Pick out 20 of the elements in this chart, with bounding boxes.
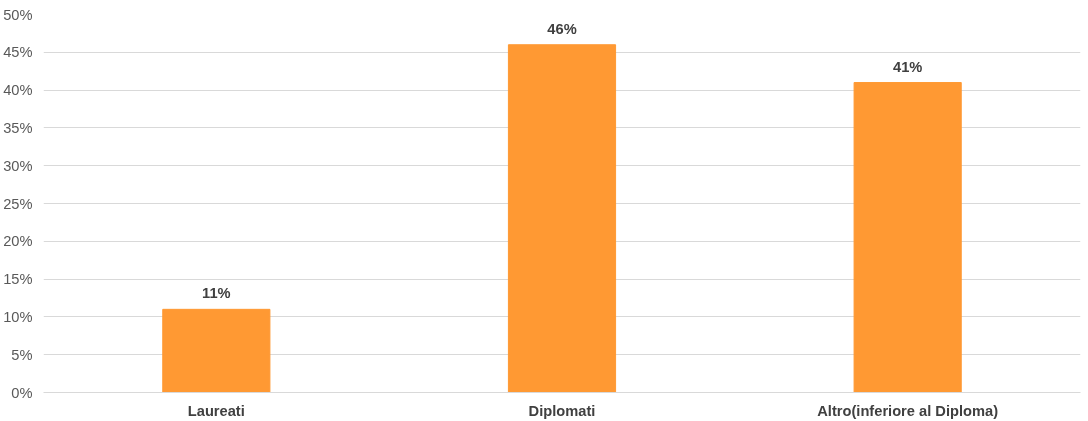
y-tick-label: 10% xyxy=(3,308,33,325)
y-tick-label: 45% xyxy=(3,44,33,61)
bar xyxy=(162,308,271,393)
bar xyxy=(507,44,617,393)
data-label: 11% xyxy=(202,285,231,302)
y-tick-label: 30% xyxy=(3,157,33,174)
y-tick-label: 35% xyxy=(3,119,33,136)
y-tick-label: 50% xyxy=(3,6,33,23)
bar xyxy=(853,82,962,393)
y-tick-label: 5% xyxy=(11,346,33,363)
data-label: 41% xyxy=(893,58,923,75)
x-tick-label: Altro(inferiore al Diploma) xyxy=(817,402,999,419)
y-tick-label: 20% xyxy=(3,233,33,250)
x-tick-label: Laureati xyxy=(187,402,245,419)
y-tick-label: 0% xyxy=(11,384,33,401)
y-tick-label: 15% xyxy=(3,271,33,288)
y-tick-label: 25% xyxy=(3,195,33,212)
y-tick-label: 40% xyxy=(3,82,33,99)
x-tick-label: Diplomati xyxy=(528,402,596,419)
data-label: 46% xyxy=(547,20,577,37)
